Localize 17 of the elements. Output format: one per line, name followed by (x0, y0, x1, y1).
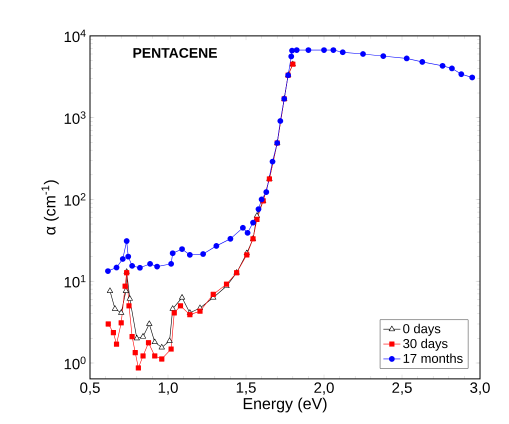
x-axis-title: Energy (eV) (244, 398, 327, 412)
x-tick-label: 1,0 (158, 382, 178, 395)
legend-label: 17 months (404, 353, 463, 364)
x-tick-label: 2,5 (392, 382, 412, 395)
x-tick-label: 2,0 (314, 382, 334, 395)
x-tick-label: 0,5 (80, 382, 100, 395)
y-tick-label: 10$^{0}$ (64, 356, 86, 370)
x-tick-label: 3,0 (470, 382, 490, 395)
y-tick-label: 10$^{2}$ (64, 193, 86, 206)
text: PENTACENE (133, 48, 217, 58)
y-tick-label: 10$^{3}$ (64, 111, 86, 124)
legend-label: 0 days (403, 324, 440, 336)
y-tick-label: 10$^{4}$ (64, 30, 86, 42)
y-axis-title: α (cm$^{-1}$) (41, 180, 59, 235)
x-tick-label: 1,5 (236, 382, 256, 395)
legend-label: 30 days (403, 338, 448, 351)
y-tick-label: 10$^{1}$ (64, 274, 86, 288)
